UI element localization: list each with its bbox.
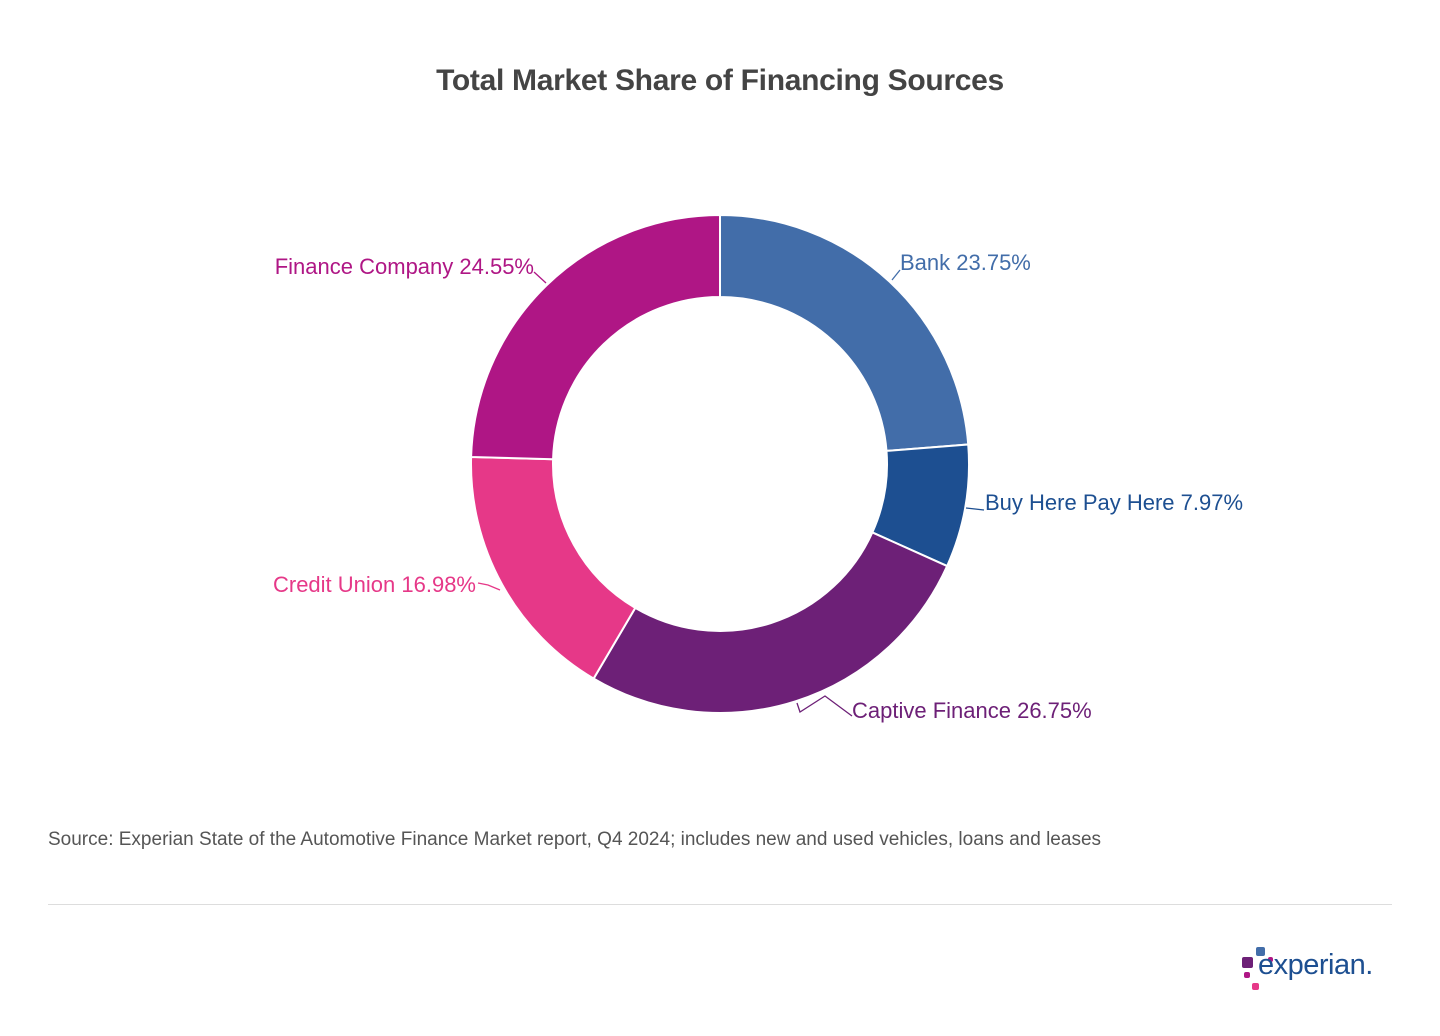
data-label: Captive Finance 26.75% (852, 698, 1092, 723)
slice-credit-union (470, 455, 637, 680)
leader-line (796, 695, 853, 717)
leader-line (891, 269, 901, 281)
data-label: Buy Here Pay Here 7.97% (985, 490, 1243, 515)
data-label: Finance Company 24.55% (275, 254, 534, 279)
leader-line (533, 271, 547, 284)
leader-line (477, 582, 501, 591)
logo-wordmark: experian. (1258, 949, 1373, 981)
data-label: Credit Union 16.98% (273, 572, 476, 597)
chart-title: Total Market Share of Financing Sources (436, 64, 1004, 97)
donut-chart: Bank 23.75% Buy Here Pay Here 7.97% Captiv… (273, 213, 1243, 723)
slice-bank (719, 213, 970, 452)
experian-logo: experian. (1240, 945, 1390, 995)
leader-line (965, 507, 985, 511)
source-note: Source: Experian State of the Automotive… (48, 829, 1102, 850)
slice-finance-company (470, 213, 721, 461)
divider (48, 904, 1392, 905)
slice-captive-finance (592, 531, 949, 714)
data-label: Bank 23.75% (900, 250, 1031, 275)
